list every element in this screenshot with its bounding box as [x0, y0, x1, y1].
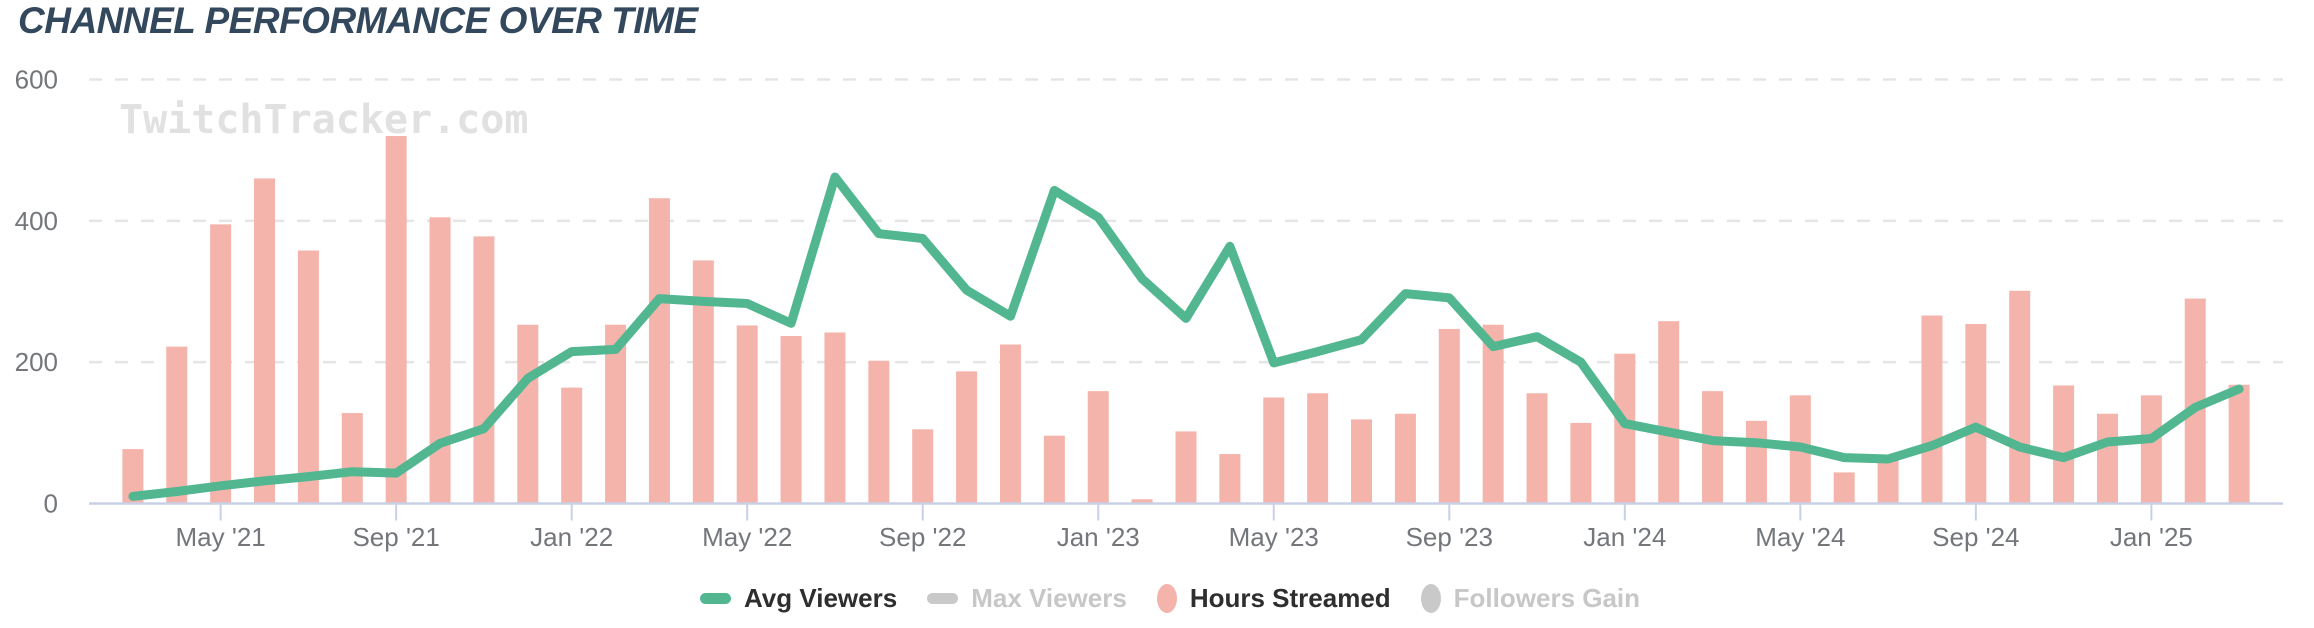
watermark: TwitchTracker.com	[119, 97, 529, 143]
hours-streamed-bar[interactable]	[1658, 321, 1680, 504]
hours-streamed-bar[interactable]	[385, 136, 407, 504]
hours-streamed-bar[interactable]	[1482, 324, 1504, 504]
hours-streamed-bar[interactable]	[1219, 454, 1241, 504]
x-tick-label: Sep '23	[1406, 522, 1493, 552]
hours-streamed-bar[interactable]	[2228, 384, 2250, 504]
legend: Avg Viewers Max Viewers Hours Streamed F…	[700, 583, 1640, 614]
legend-item-label: Followers Gain	[1453, 583, 1641, 613]
y-tick-label: 0	[44, 489, 58, 519]
legend-item-label: Avg Viewers	[744, 583, 898, 613]
x-tick-label: Sep '22	[879, 522, 966, 552]
x-tick-label: Jan '24	[1583, 522, 1666, 552]
hours-streamed-bar[interactable]	[2184, 298, 2206, 504]
hours-streamed-bar[interactable]	[999, 344, 1021, 504]
hours-streamed-bar[interactable]	[736, 325, 758, 504]
hours-streamed-bar[interactable]	[824, 332, 846, 504]
hours-streamed-bar[interactable]	[2140, 395, 2162, 504]
hours-streamed-bar[interactable]	[780, 336, 802, 504]
y-tick-label: 400	[15, 206, 58, 236]
legend-item-max-viewers[interactable]: Max Viewers	[927, 583, 1127, 614]
hours-streamed-bar[interactable]	[956, 371, 978, 504]
legend-item-hours-streamed[interactable]: Hours Streamed	[1156, 583, 1391, 614]
legend-item-label: Max Viewers	[971, 583, 1127, 613]
hours-streamed-bar[interactable]	[648, 198, 670, 504]
hours-streamed-bar[interactable]	[1833, 472, 1855, 504]
x-tick-label: May '23	[1229, 522, 1319, 552]
hours-streamed-bar[interactable]	[1614, 353, 1636, 504]
legend-item-followers-gain[interactable]: Followers Gain	[1420, 583, 1641, 614]
hours-streamed-bar[interactable]	[1921, 315, 1943, 504]
page-title: CHANNEL PERFORMANCE OVER TIME	[18, 0, 698, 41]
hours-streamed-bar[interactable]	[561, 387, 583, 504]
hours-streamed-bar[interactable]	[1438, 328, 1460, 504]
hours-streamed-bar[interactable]	[1570, 422, 1592, 504]
hours-streamed-bar[interactable]	[2096, 413, 2118, 504]
hours-streamed-bar[interactable]	[1131, 499, 1153, 504]
hours-streamed-bar[interactable]	[473, 236, 495, 504]
x-tick-label: May '22	[702, 522, 792, 552]
hours-streamed-bar[interactable]	[429, 217, 451, 504]
avg-viewers-line[interactable]	[128, 172, 2244, 501]
hours-streamed-bar[interactable]	[1043, 435, 1065, 504]
hours-streamed-bar[interactable]	[2053, 385, 2075, 504]
x-tick-label: Sep '24	[1932, 522, 2019, 552]
hours-streamed-bar[interactable]	[1965, 324, 1987, 504]
hours-streamed-bar[interactable]	[1526, 393, 1548, 504]
hours-streamed-bar[interactable]	[122, 449, 144, 504]
x-tick-label: Sep '21	[352, 522, 439, 552]
hours-streamed-bar[interactable]	[297, 250, 319, 504]
x-tick-label: Jan '25	[2110, 522, 2193, 552]
hours-streamed-bar[interactable]	[605, 324, 627, 504]
legend-item-avg-viewers[interactable]: Avg Viewers	[700, 583, 897, 614]
hours-streamed-bar[interactable]	[2009, 290, 2031, 504]
y-tick-label: 200	[15, 347, 58, 377]
hours-streamed-bar[interactable]	[1175, 431, 1197, 504]
hours-streamed-bar[interactable]	[517, 324, 539, 504]
legend-item-label: Hours Streamed	[1189, 583, 1391, 613]
hours-streamed-bar[interactable]	[868, 360, 890, 504]
x-tick-label: Jan '22	[530, 522, 613, 552]
hours-streamed-bar[interactable]	[166, 346, 188, 504]
hours-streamed-bar[interactable]	[1087, 391, 1109, 504]
hours-streamed-bar[interactable]	[692, 260, 714, 504]
avg-viewers-swatch-icon	[700, 593, 731, 604]
hours-streamed-bar[interactable]	[1877, 459, 1899, 504]
hours-streamed-bar[interactable]	[341, 413, 363, 504]
hours-streamed-bar[interactable]	[1263, 397, 1285, 504]
hours-streamed-bar[interactable]	[912, 429, 934, 504]
x-tick-label: Jan '23	[1057, 522, 1140, 552]
hours-streamed-bar[interactable]	[254, 178, 276, 504]
hours-streamed-bar[interactable]	[1745, 420, 1767, 504]
hours-streamed-bar[interactable]	[1307, 393, 1329, 504]
hours-streamed-bar[interactable]	[1351, 419, 1373, 504]
hours-streamed-bar[interactable]	[1394, 413, 1416, 504]
x-tick-label: May '24	[1755, 522, 1845, 552]
y-tick-label: 600	[15, 65, 58, 95]
followers-gain-swatch-icon	[1420, 584, 1441, 613]
hours-streamed-swatch-icon	[1156, 584, 1177, 613]
max-viewers-swatch-icon	[927, 593, 959, 604]
x-tick-label: May '21	[176, 522, 266, 552]
hours-streamed-bar[interactable]	[1702, 391, 1724, 504]
hours-streamed-bar[interactable]	[210, 224, 232, 504]
